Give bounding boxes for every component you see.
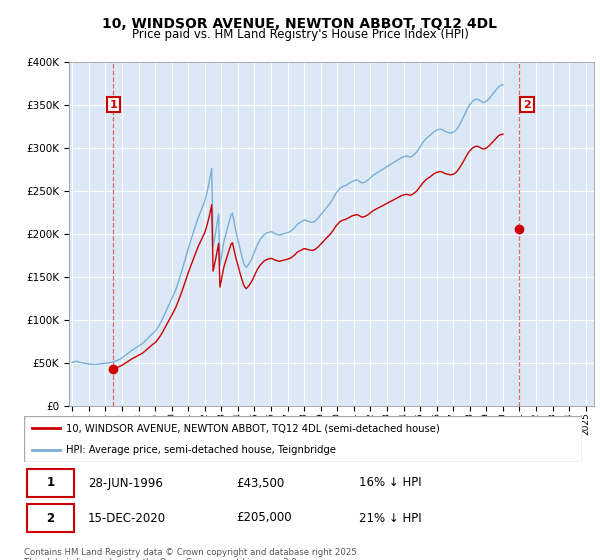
Text: Price paid vs. HM Land Registry's House Price Index (HPI): Price paid vs. HM Land Registry's House …	[131, 28, 469, 41]
Text: 1: 1	[46, 477, 55, 489]
Text: 10, WINDSOR AVENUE, NEWTON ABBOT, TQ12 4DL (semi-detached house): 10, WINDSOR AVENUE, NEWTON ABBOT, TQ12 4…	[66, 423, 440, 433]
Text: 2: 2	[46, 511, 55, 525]
FancyBboxPatch shape	[27, 469, 74, 497]
Text: HPI: Average price, semi-detached house, Teignbridge: HPI: Average price, semi-detached house,…	[66, 445, 336, 455]
Text: £43,500: £43,500	[236, 477, 284, 489]
Text: £205,000: £205,000	[236, 511, 292, 525]
Text: 16% ↓ HPI: 16% ↓ HPI	[359, 477, 421, 489]
Text: 1: 1	[110, 100, 117, 110]
Text: 28-JUN-1996: 28-JUN-1996	[88, 477, 163, 489]
Text: Contains HM Land Registry data © Crown copyright and database right 2025.
This d: Contains HM Land Registry data © Crown c…	[24, 548, 359, 560]
FancyBboxPatch shape	[27, 504, 74, 532]
FancyBboxPatch shape	[24, 416, 582, 462]
Text: 15-DEC-2020: 15-DEC-2020	[88, 511, 166, 525]
Text: 21% ↓ HPI: 21% ↓ HPI	[359, 511, 421, 525]
Text: 2: 2	[523, 100, 531, 110]
Text: 10, WINDSOR AVENUE, NEWTON ABBOT, TQ12 4DL: 10, WINDSOR AVENUE, NEWTON ABBOT, TQ12 4…	[103, 17, 497, 31]
